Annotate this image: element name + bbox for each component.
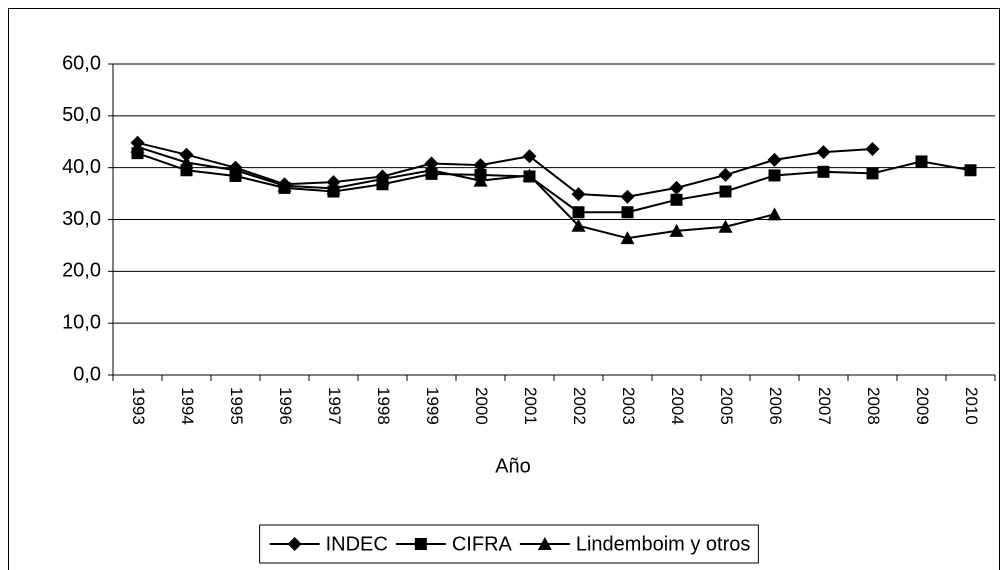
marker [522, 149, 537, 164]
legend-label: Lindemboim y otros [576, 533, 751, 555]
series-line [137, 152, 971, 214]
marker [669, 180, 684, 195]
marker [719, 185, 732, 198]
x-tick-label: 2010 [962, 387, 981, 425]
marker [277, 178, 292, 192]
y-tick-label: 60,0 [62, 52, 101, 74]
y-tick-label: 20,0 [62, 260, 101, 282]
marker [179, 155, 194, 169]
marker [866, 167, 879, 180]
x-tick-label: 2004 [668, 387, 687, 425]
x-tick-label: 2001 [521, 387, 540, 425]
marker [228, 163, 243, 177]
x-tick-label: 2007 [815, 387, 834, 425]
marker [571, 187, 586, 202]
x-axis-title: Año [495, 455, 531, 477]
x-tick-label: 1997 [325, 387, 344, 425]
legend-label: INDEC [326, 533, 388, 555]
marker [287, 537, 302, 551]
marker [620, 231, 635, 245]
marker [915, 155, 928, 168]
marker [768, 169, 781, 182]
marker [718, 167, 733, 182]
marker [767, 207, 782, 221]
y-tick-label: 0,0 [73, 363, 101, 385]
x-tick-label: 2005 [717, 387, 736, 425]
x-tick-label: 1995 [227, 387, 246, 425]
x-tick-label: 2006 [766, 387, 785, 425]
marker [670, 193, 683, 206]
y-tick-label: 50,0 [62, 104, 101, 126]
marker [816, 145, 831, 160]
marker [718, 219, 733, 233]
series-line [137, 141, 873, 198]
legend-label: CIFRA [452, 533, 513, 555]
marker [414, 538, 427, 550]
x-tick-label: 1993 [129, 387, 148, 425]
x-tick-label: 1996 [276, 387, 295, 425]
legend-box [259, 524, 759, 564]
marker [620, 189, 635, 204]
x-tick-label: 2000 [472, 387, 491, 425]
x-tick-label: 2008 [864, 387, 883, 425]
marker [522, 168, 537, 182]
marker [326, 181, 341, 195]
marker [473, 158, 488, 173]
marker [571, 218, 586, 232]
marker [424, 163, 439, 177]
marker [669, 223, 684, 237]
marker [964, 164, 977, 177]
marker [537, 537, 552, 550]
marker [865, 142, 880, 157]
x-tick-label: 1994 [178, 387, 197, 425]
marker [817, 165, 830, 178]
marker [473, 173, 488, 187]
marker [179, 147, 194, 162]
x-tick-label: 2003 [619, 387, 638, 425]
x-tick-label: 1999 [423, 387, 442, 425]
series-line [137, 145, 775, 240]
marker [767, 152, 782, 167]
y-tick-label: 40,0 [62, 156, 101, 178]
chart-border [8, 8, 1000, 570]
x-tick-label: 2002 [570, 387, 589, 425]
marker [375, 172, 390, 186]
y-tick-label: 10,0 [62, 311, 101, 333]
x-tick-label: 1998 [374, 387, 393, 425]
marker [621, 206, 634, 219]
marker [572, 206, 585, 219]
marker [130, 139, 145, 153]
x-tick-label: 2009 [913, 387, 932, 425]
legend: INDEC CIFRA Lindemboim y otros [269, 533, 751, 555]
y-tick-label: 30,0 [62, 208, 101, 230]
